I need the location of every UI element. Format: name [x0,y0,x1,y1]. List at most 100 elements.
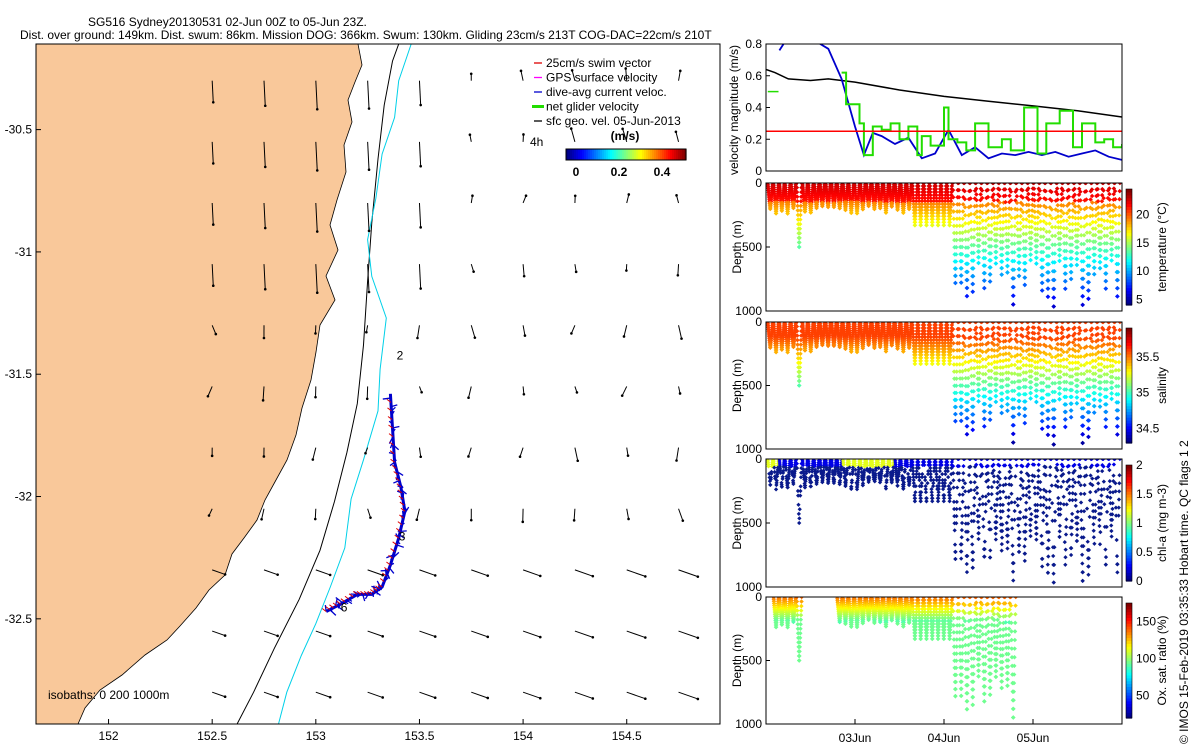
profile-marker [1095,325,1100,331]
profile-marker [1050,372,1055,377]
profile-marker [936,484,942,489]
profile-marker [929,493,935,498]
profile-marker [1014,339,1020,345]
current-vector [367,569,383,576]
profile-marker [1093,226,1098,231]
profile-colorbar-cell [1126,247,1132,251]
legend-entry-label: 25cm/s swim vector [546,56,651,70]
profile-marker [1093,365,1098,370]
profile-marker [986,368,992,374]
current-vector-head [696,636,700,640]
profile-marker [947,361,952,367]
profile-marker [960,347,966,353]
profile-marker [1081,267,1086,273]
profile-marker [866,342,871,348]
profile-marker [1092,397,1097,402]
map-xtick-label: 152 [99,729,119,743]
profile-marker [1109,380,1115,385]
profile-marker [1112,196,1118,202]
profile-marker [1116,237,1121,242]
legend-colorbar-cell [616,149,619,160]
current-vector [522,569,541,577]
legend-colorbar-cell [660,149,663,160]
profile-marker [1080,432,1086,437]
profile-marker [1081,232,1087,238]
profile-colorbar-cell [1126,235,1132,239]
profile-marker [1026,341,1032,347]
current-vector-head [328,573,332,577]
profile-marker [940,471,945,477]
profile-marker [1018,227,1023,232]
profile-marker [917,477,922,483]
profile-marker [1078,215,1084,221]
profile-marker [1038,373,1044,378]
profile-marker [1041,226,1046,232]
swim-vector [388,554,393,559]
profile-marker [912,499,918,504]
profile-marker [911,477,916,483]
profile-marker [942,340,948,346]
profile-marker [768,482,773,487]
profile-marker [918,499,923,504]
profile-marker [974,348,980,353]
profile-marker [1072,186,1077,192]
profile-marker [1057,241,1063,247]
profile-marker [1064,241,1069,246]
profile-marker [922,340,928,346]
profile-marker [993,399,999,405]
profile-marker [1116,213,1122,218]
profile-marker [991,322,996,325]
profile-colorbar-cell [1126,414,1132,418]
profile-marker [1051,304,1056,309]
profile-marker [920,471,925,477]
profile-marker [988,375,994,381]
legend-colorbar-cell [592,149,595,160]
profile-marker [1098,374,1104,379]
profile-marker [1058,369,1063,374]
profile-marker [1113,351,1118,357]
profile-marker [912,355,918,361]
profile-marker [1023,246,1028,251]
profile-marker [935,361,941,367]
profile-marker [919,484,924,489]
profile-marker [830,463,835,468]
current-vector [468,386,472,398]
profile-marker [926,468,931,474]
profile-marker [976,260,981,266]
profile-marker [954,514,959,519]
profile-marker [1117,188,1122,194]
profile-colorbar-cell [1126,226,1132,231]
profile-colorbar-cell [1126,417,1132,421]
profile-marker [936,496,941,501]
current-vector-head [315,169,319,172]
profile-colorbar-cell [1126,287,1132,292]
profile-marker [959,273,964,278]
legend-colorbar-cell [566,149,569,160]
profile-marker [1066,340,1072,345]
profile-marker [1072,198,1078,203]
profile-marker [1080,302,1085,308]
profile-marker [962,351,968,357]
profile-marker [814,344,819,350]
profile-marker [997,332,1002,338]
swim-vector [394,534,400,539]
profile-colorbar-cell [1126,212,1132,216]
profile-marker [991,336,997,342]
legend-colorbar-cell [574,149,577,160]
current-vector-head [620,394,624,397]
profile-marker [976,255,981,260]
current-vector-head [419,103,422,107]
profile-marker [1049,224,1055,230]
profile-marker [1067,208,1072,213]
profile-marker [970,289,976,294]
profile-marker [1113,205,1118,210]
swim-vector [348,593,354,598]
profile-colorbar-cell [1126,440,1132,444]
profile-marker [1116,245,1121,251]
profile-colorbar-cell [1126,339,1132,343]
profile-marker [884,480,889,485]
profile-marker [913,490,918,495]
profile-marker [1049,216,1055,221]
profile-marker [1003,332,1008,337]
